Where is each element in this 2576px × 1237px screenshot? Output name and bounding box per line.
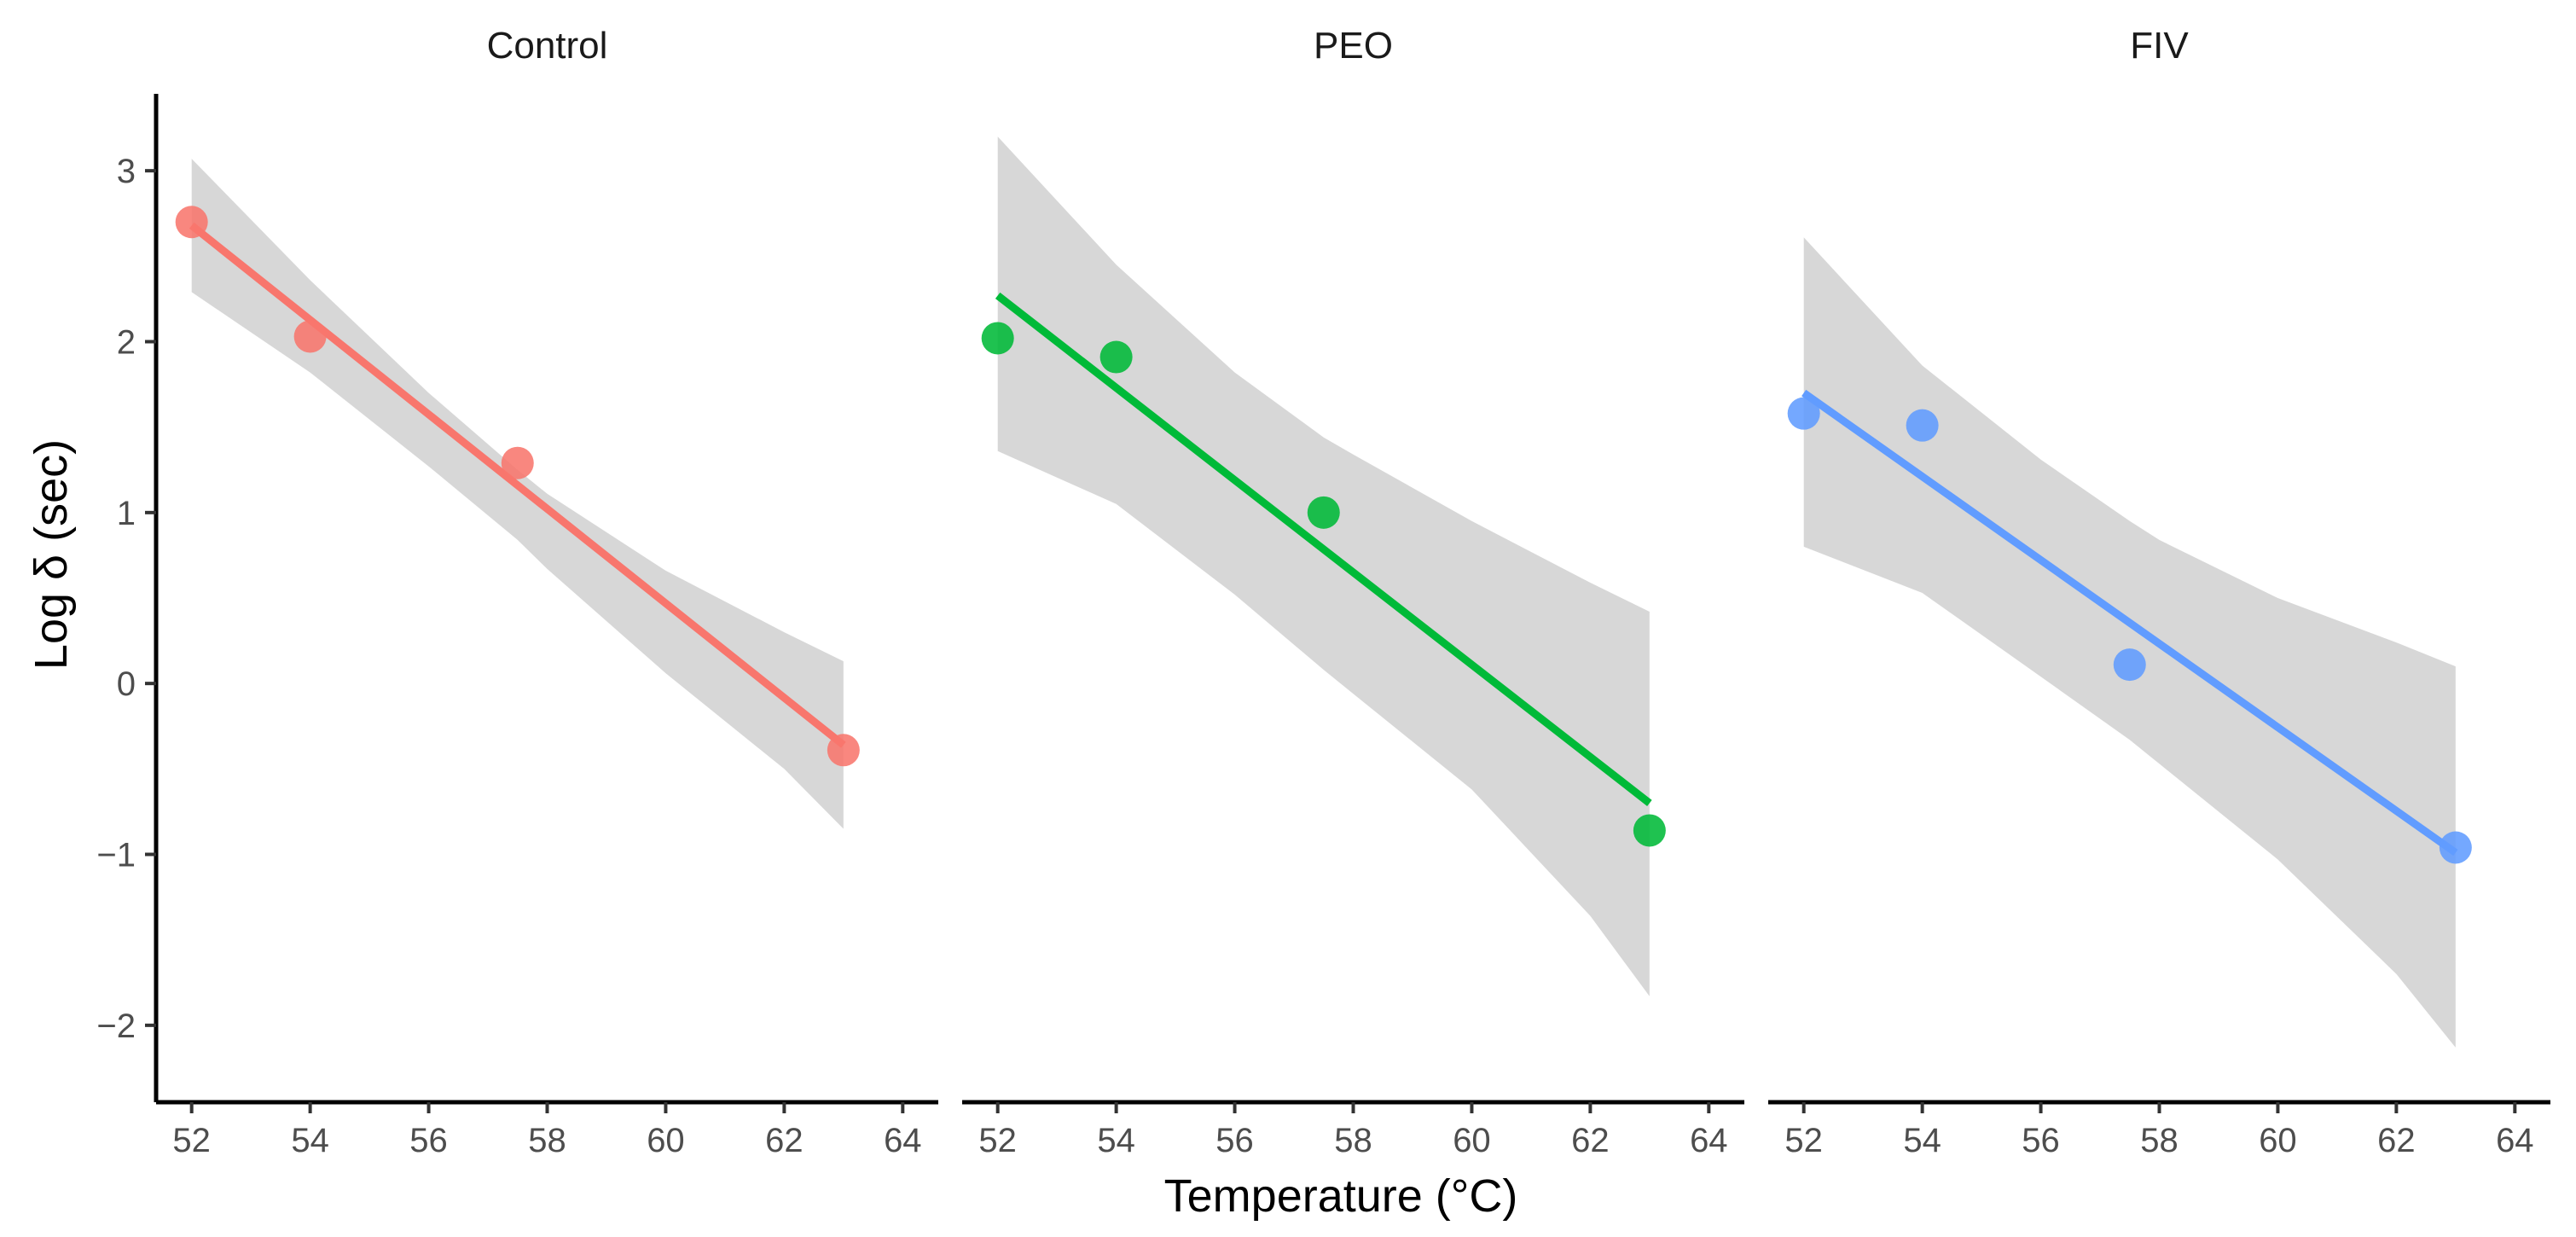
x-tick-label: 64 [884,1122,922,1159]
data-point-peo-1 [981,322,1014,355]
x-tick-label: 58 [2140,1122,2179,1159]
data-point-peo-2 [1099,340,1133,374]
panel-title-control: Control [487,25,608,67]
x-tick-label: 62 [765,1122,804,1159]
y-axis-title: Log δ (sec) [26,439,77,670]
x-tick-label: 56 [1215,1122,1254,1159]
x-tick-label: 60 [1453,1122,1491,1159]
y-tick-label: 3 [117,153,136,190]
panel-control: Control 52 54 56 58 60 62 64 3 2 1 0 −1 −2 [96,25,938,1159]
x-tick-label: 56 [409,1122,448,1159]
x-tick-label: 64 [1690,1122,1728,1159]
data-point-control-2 [293,320,327,353]
data-point-fiv-1 [1787,397,1820,430]
y-tick-label: −1 [96,837,136,874]
x-tick-label: 58 [528,1122,566,1159]
x-tick-label: 62 [1571,1122,1610,1159]
panel-title-fiv: FIV [2130,25,2189,67]
data-point-fiv-3 [2113,648,2146,682]
fit-line-peo [995,292,1652,806]
data-point-control-4 [827,734,860,767]
x-tick-label: 54 [291,1122,329,1159]
confidence-band-peo [997,136,1650,996]
x-tick-label: 52 [172,1122,211,1159]
panel-fiv: FIV 52 54 56 58 60 62 64 [1768,25,2550,1159]
x-tick-label: 58 [1334,1122,1372,1159]
confidence-band-fiv [1803,237,2456,1048]
x-tick-label: 54 [1903,1122,1941,1159]
confidence-band-control [191,159,844,829]
data-point-peo-3 [1307,496,1340,529]
data-point-peo-4 [1633,814,1666,847]
panel-title-peo: PEO [1314,25,1393,67]
x-tick-label: 52 [978,1122,1017,1159]
y-tick-label: 0 [117,665,136,703]
x-tick-label: 64 [2496,1122,2534,1159]
data-point-control-1 [175,206,208,239]
y-tick-label: −2 [96,1008,136,1045]
x-axis-title: Temperature (°C) [1164,1170,1518,1222]
data-point-fiv-4 [2439,831,2472,864]
x-tick-label: 56 [2022,1122,2060,1159]
data-point-control-3 [501,446,534,479]
fit-line-fiv [1801,389,2458,857]
x-tick-label: 62 [2377,1122,2416,1159]
x-tick-label: 54 [1097,1122,1135,1159]
fit-line-control [189,222,846,748]
facet-panels: Control 52 54 56 58 60 62 64 3 2 1 0 −1 −2 PEO 52 54 56 58… [96,25,2550,1159]
panel-peo: PEO 52 54 56 58 60 62 64 [962,25,1744,1159]
y-tick-label: 2 [117,323,136,361]
x-tick-label: 60 [2259,1122,2297,1159]
x-tick-label: 52 [1784,1122,1823,1159]
x-tick-label: 60 [647,1122,685,1159]
y-tick-label: 1 [117,495,136,532]
data-point-fiv-2 [1906,409,1939,442]
